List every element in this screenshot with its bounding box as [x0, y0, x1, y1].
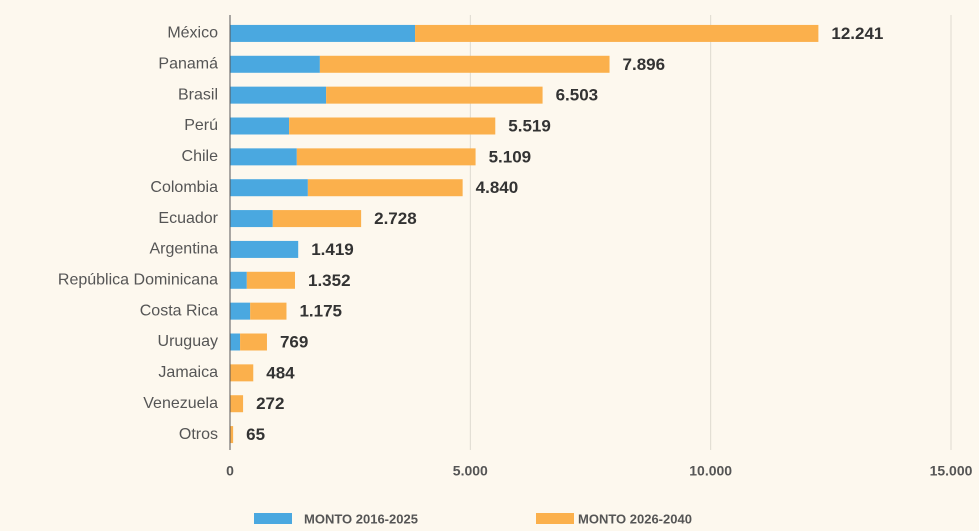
- category-label: Costa Rica: [140, 302, 218, 319]
- bar-segment: [246, 271, 295, 289]
- bar-segment: [230, 240, 299, 258]
- total-label: 1.175: [299, 302, 342, 321]
- category-label: Uruguay: [158, 333, 218, 350]
- total-label: 5.519: [508, 116, 551, 135]
- category-label: Perú: [184, 117, 218, 134]
- total-label: 7.896: [623, 55, 666, 74]
- total-label: 484: [266, 363, 295, 382]
- bar-segment: [272, 210, 362, 228]
- category-label: Chile: [182, 148, 219, 165]
- bar-segment: [326, 86, 543, 104]
- bar-segment: [230, 179, 308, 197]
- bar-segment: [230, 24, 416, 42]
- legend-label: MONTO 2016-2025: [304, 511, 418, 526]
- bar-segment: [230, 333, 241, 351]
- total-label: 12.241: [831, 24, 883, 43]
- category-label: Brasil: [178, 86, 218, 103]
- x-tick-label: 10.000: [689, 463, 732, 479]
- bar-segment: [307, 179, 463, 197]
- bar-segment: [230, 395, 244, 413]
- legend-label: MONTO 2026-2040: [578, 511, 692, 526]
- bar-segment: [230, 271, 247, 289]
- bar-segment: [230, 148, 297, 166]
- bar-segment: [240, 333, 267, 351]
- total-label: 4.840: [476, 178, 519, 197]
- total-label: 5.109: [489, 147, 532, 166]
- bar-segment: [319, 55, 610, 73]
- category-label: Colombia: [150, 179, 218, 196]
- total-label: 6.503: [556, 86, 599, 105]
- bar-segment: [230, 426, 234, 444]
- category-label: Argentina: [150, 241, 219, 258]
- total-label: 65: [246, 425, 265, 444]
- bar-segment: [289, 117, 496, 135]
- category-label: Ecuador: [158, 210, 218, 227]
- bar-segment: [296, 148, 476, 166]
- bar-segment: [230, 302, 251, 320]
- bar-segment: [415, 24, 819, 42]
- total-label: 1.419: [311, 240, 354, 259]
- total-label: 2.728: [374, 209, 417, 228]
- bar-segment: [230, 210, 273, 228]
- total-label: 272: [256, 394, 284, 413]
- total-label: 1.352: [308, 271, 351, 290]
- category-label: República Dominicana: [58, 272, 218, 289]
- bar-segment: [230, 86, 327, 104]
- total-label: 769: [280, 332, 308, 351]
- bar-segment: [250, 302, 287, 320]
- bar-segment: [230, 55, 320, 73]
- category-label: Panamá: [158, 56, 218, 73]
- x-tick-label: 15.000: [930, 463, 973, 479]
- category-label: Jamaica: [158, 364, 218, 381]
- x-tick-label: 5.000: [453, 463, 488, 479]
- bar-segment: [230, 364, 254, 382]
- bar-segment: [230, 117, 290, 135]
- category-label: México: [167, 25, 218, 42]
- legend-swatch: [254, 513, 292, 524]
- category-label: Otros: [179, 426, 218, 443]
- x-tick-label: 0: [226, 463, 234, 479]
- legend-swatch: [536, 513, 574, 524]
- category-label: Venezuela: [143, 395, 218, 412]
